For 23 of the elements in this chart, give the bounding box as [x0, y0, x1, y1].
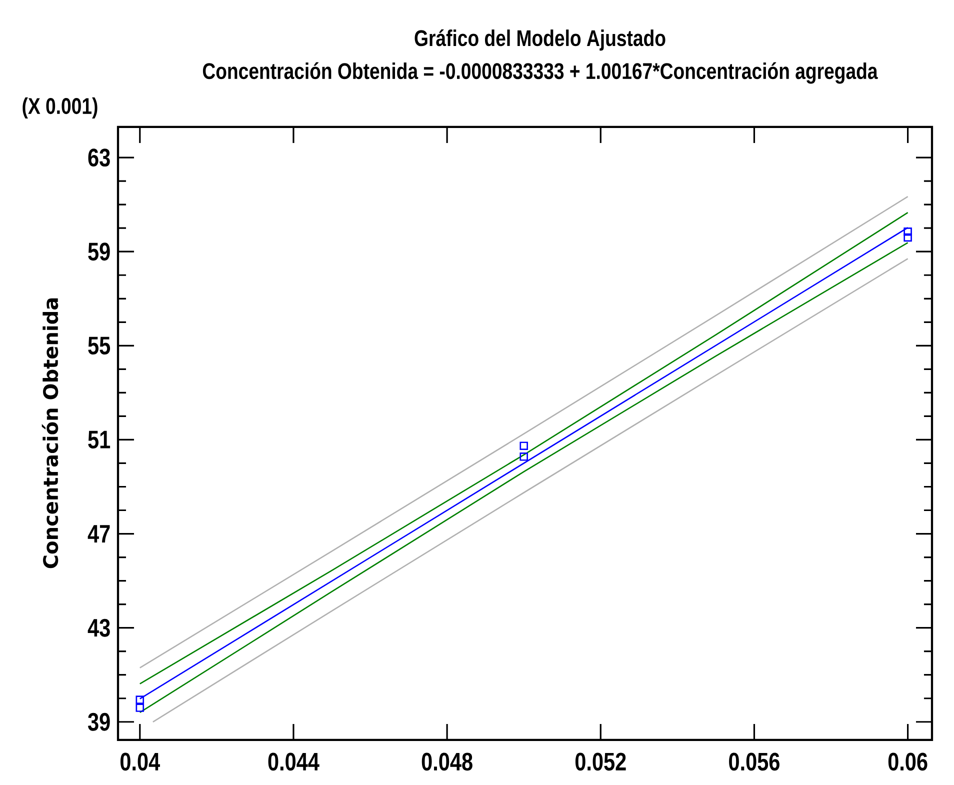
- y-tick-label: 39: [88, 712, 110, 731]
- x-tick-label: 0.052: [575, 752, 626, 771]
- x-tick-label: 0.056: [729, 752, 780, 771]
- text: (X 0.001): [22, 97, 98, 119]
- point: [904, 233, 912, 242]
- y-axis-title: Concentración Obtenida: [42, 298, 58, 568]
- y-tick-label: 55: [88, 336, 110, 355]
- y-tick-label: 59: [88, 242, 110, 261]
- x-tick-label: 0.048: [422, 752, 472, 771]
- y-tick-label: 63: [88, 148, 110, 167]
- y-tick-label: 47: [88, 525, 110, 542]
- point: [136, 696, 144, 704]
- y-tick-label: 43: [88, 618, 110, 637]
- y-tick-label: 51: [88, 430, 110, 449]
- chart-title: Gráfico del Modelo Ajustado: [414, 29, 666, 51]
- point: [520, 442, 528, 450]
- point: [136, 704, 144, 712]
- x-tick-label: 0.06: [888, 752, 928, 771]
- chart-subtitle: Concentración Obtenida = -0.0000833333 + 1.00167*Concentración agregada: [202, 62, 878, 84]
- x-tick-label: 0.04: [120, 752, 160, 771]
- x-tick-label: 0.044: [268, 752, 320, 771]
- point: [520, 452, 528, 461]
- point: [904, 227, 912, 236]
